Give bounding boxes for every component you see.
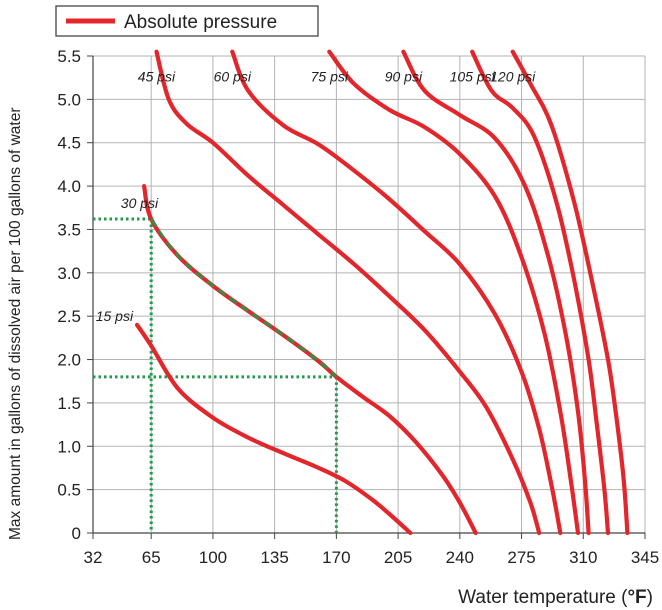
curve-label-15-psi: 15 psi [96,308,134,324]
x-tick-label: 170 [322,548,350,567]
legend-label: Absolute pressure [124,12,277,33]
series-line-105-psi [470,49,611,536]
grid [92,55,646,534]
series-line-60-psi [230,49,563,536]
x-axis-unit: °F [627,587,646,608]
curve-label-75-psi: 75 psi [311,69,349,85]
y-tick-label: 2.5 [57,307,81,326]
guide-overlay-30psi [150,218,338,378]
curve-label-45-psi: 45 psi [138,69,176,85]
y-tick-label: 4.5 [57,134,81,153]
curve-label-120-psi: 120 psi [490,69,536,85]
x-axis-title-text: Water temperature ( [458,587,628,608]
x-tick-label: 310 [569,548,597,567]
curve-label-60-psi: 60 psi [214,69,252,85]
curve-labels: 15 psi 30 psi 45 psi 60 psi 75 psi 90 psi 105 … [96,69,536,324]
curve-label-30-psi: 30 psi [121,195,159,211]
series-line-90-psi [401,49,591,536]
legend: Absolute pressure [55,5,319,37]
x-tick-label: 205 [384,548,412,567]
curve-label-105-psi: 105 psi [450,69,496,85]
y-tick-label: 1.5 [57,394,81,413]
y-axis-title: Max amount in gallons of dissolved air p… [7,107,24,540]
y-tick-label: 5.0 [57,90,81,109]
y-tick-label: 2.0 [57,351,81,370]
x-tick-label: 345 [631,548,659,567]
series-line-15-psi [135,322,413,536]
x-tick-label: 32 [84,548,103,567]
y-tick-label: 0.5 [57,481,81,500]
y-tick-label: 5.5 [57,47,81,66]
y-tick-label: 3.0 [57,264,81,283]
axes: 32 65 100 135 170 205 240 275 310 345 0 0.5 1.0 1.5 2.… [57,47,659,567]
series-curves [135,49,630,536]
y-tick-label: 3.5 [57,220,81,239]
x-tick-label: 65 [142,548,161,567]
legend-box [55,5,319,37]
y-tick-label: 1.0 [57,437,81,456]
guide-lines [93,217,338,533]
x-tick-label: 135 [260,548,288,567]
x-axis-title: Water temperature (°F) [458,587,653,608]
x-tick-label: 240 [446,548,474,567]
series-line-75-psi [327,49,581,536]
y-tick-label: 4.0 [57,177,81,196]
y-tick-label: 0 [72,524,81,543]
x-tick-label: 275 [507,548,535,567]
curve-label-90-psi: 90 psi [385,69,423,85]
series-line-45-psi [154,49,542,536]
series-line-120-psi [510,49,630,536]
x-axis-title-close: ) [647,587,653,608]
x-tick-label: 100 [199,548,227,567]
